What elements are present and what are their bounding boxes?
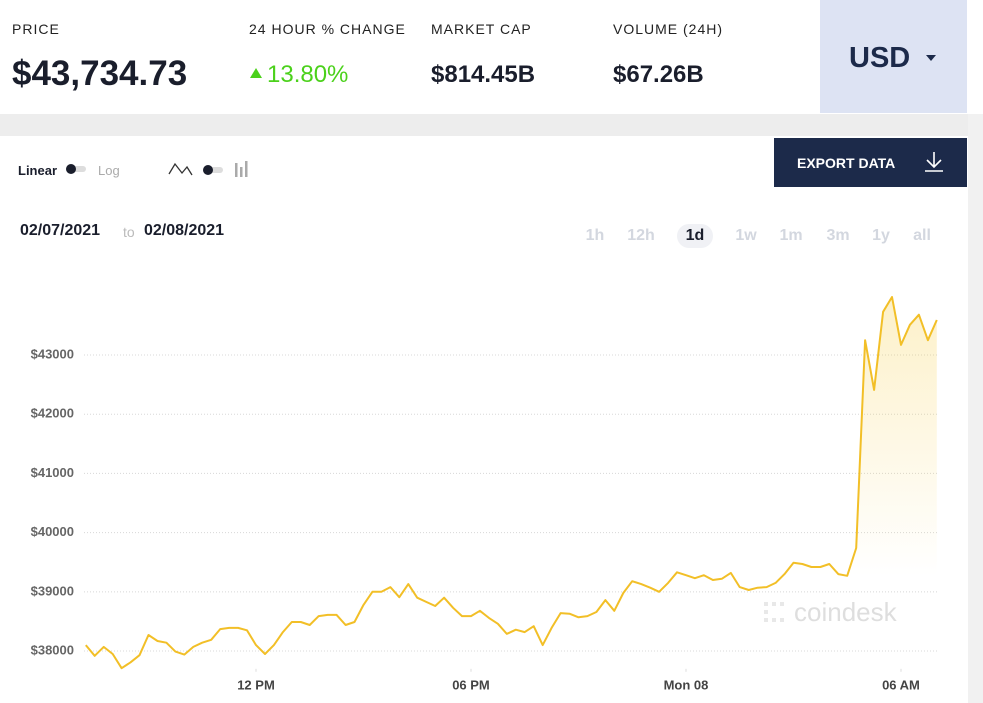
y-tick-label: $38000 [31, 642, 74, 657]
up-arrow [250, 68, 262, 78]
y-tick-label: $39000 [31, 583, 74, 598]
y-tick-label: $40000 [31, 524, 74, 539]
log-label: Log [98, 163, 120, 178]
range-button[interactable]: all [913, 227, 931, 244]
y-tick-label: $43000 [31, 346, 74, 361]
area-fill [85, 297, 937, 669]
chart-style-icons[interactable] [166, 158, 256, 182]
stat-label: PRICE [12, 21, 60, 37]
toggle-knob [66, 164, 76, 174]
stat-label: 24 HOUR % CHANGE [249, 21, 406, 37]
date-from: 02/07/2021 [20, 222, 101, 239]
change: 13.80% [267, 61, 349, 88]
price-line [85, 296, 938, 670]
line-icon [168, 162, 193, 176]
date-separator: to [123, 224, 135, 240]
y-tick-label: $41000 [31, 465, 74, 480]
stat-label: MARKET CAP [431, 21, 532, 37]
y-tick-label: $42000 [31, 406, 74, 421]
range-button[interactable]: 1w [735, 227, 757, 244]
x-tick-label: 12 PM [237, 677, 275, 692]
side-strip [968, 114, 983, 703]
range-button[interactable]: 1h [585, 227, 605, 244]
download-icon [925, 152, 943, 172]
toggle-knob [203, 165, 213, 175]
x-tick-label: 06 PM [452, 677, 490, 692]
x-tick-label: 06 AM [882, 677, 920, 692]
scale-toggle[interactable] [66, 164, 86, 174]
currency-select[interactable]: USD [820, 0, 967, 113]
market-cap: $814.45B [431, 61, 536, 88]
bar-icon [235, 161, 248, 177]
volume: $67.26B [613, 61, 704, 88]
range-button[interactable]: 1d [677, 224, 713, 248]
stat-label: VOLUME (24H) [613, 21, 724, 37]
export-button[interactable]: EXPORT DATA [774, 138, 967, 187]
range-button[interactable]: 1m [779, 227, 803, 244]
export-label: EXPORT DATA [797, 155, 896, 171]
linear-label: Linear [18, 163, 58, 178]
range-button[interactable]: 3m [826, 227, 850, 244]
currency: USD [849, 42, 911, 74]
price: $43,734.73 [12, 54, 188, 93]
range-button[interactable]: 1y [872, 227, 890, 244]
divider [0, 114, 983, 136]
date-to: 02/08/2021 [144, 222, 225, 239]
range-button[interactable]: 12h [627, 227, 655, 244]
caret [926, 55, 936, 61]
x-tick-label: Mon 08 [664, 677, 709, 692]
